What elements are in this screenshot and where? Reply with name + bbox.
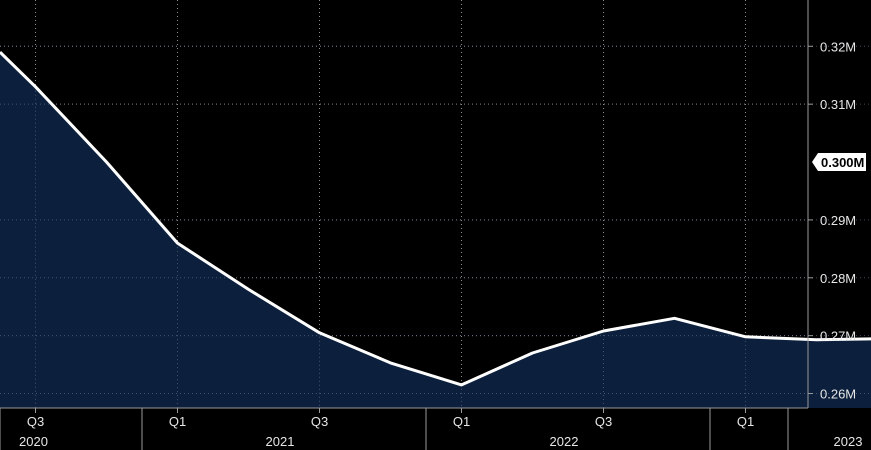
x-axis: Q3Q1Q3Q1Q3Q1Q3Q1Q3Q1Q3202020212022202320… <box>0 407 863 450</box>
x-year-label: 2020 <box>19 434 48 449</box>
x-tick-label: Q1 <box>737 414 754 429</box>
y-tick-label: 0.28M <box>820 271 856 286</box>
x-tick-label: Q3 <box>311 414 328 429</box>
y-tick-label: 0.32M <box>820 39 856 54</box>
y-tick-label: 0.31M <box>820 97 856 112</box>
area-series <box>0 45 871 408</box>
x-tick-label: Q3 <box>27 414 44 429</box>
y-tick-label: 0.29M <box>820 213 856 228</box>
x-tick-label: Q3 <box>595 414 612 429</box>
x-year-label: 2022 <box>550 434 579 449</box>
last-value-marker <box>812 153 866 172</box>
y-tick-label: 0.27M <box>820 329 856 344</box>
x-tick-label: Q1 <box>169 414 186 429</box>
y-tick-label: 0.26M <box>820 387 856 402</box>
x-year-label: 2021 <box>266 434 295 449</box>
area-fill <box>0 52 871 408</box>
last-value-label: 0.300M <box>821 155 864 170</box>
x-tick-label: Q1 <box>453 414 470 429</box>
y-axis: 0.26M 0.27M 0.28M 0.29M 0.31M 0.32M 0.300M <box>807 0 866 408</box>
x-year-label: 2023 <box>834 434 863 449</box>
